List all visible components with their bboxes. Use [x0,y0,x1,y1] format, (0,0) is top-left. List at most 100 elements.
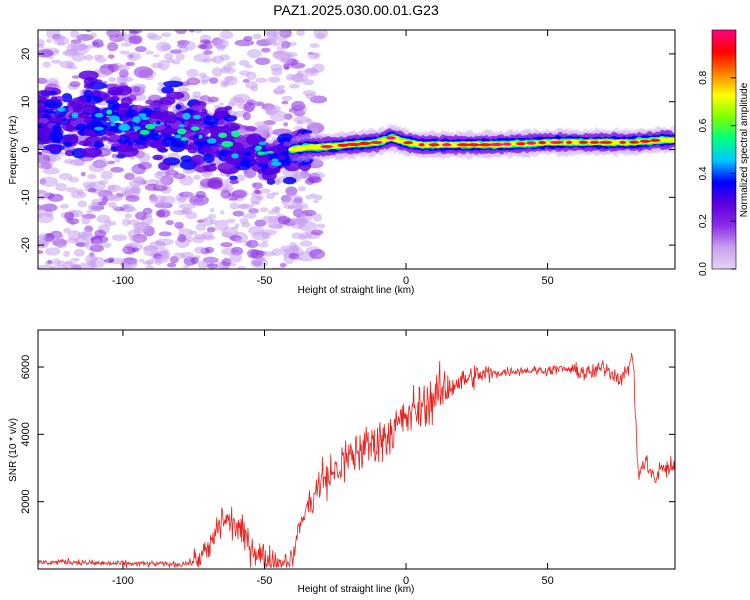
spectrogram-blob [166,91,185,100]
spectrogram-blob [110,36,117,41]
spectrogram-blob [234,237,243,243]
spectrogram-blob [261,47,271,53]
spectrogram-blob [93,239,102,245]
spectrogram-blob [109,95,120,103]
spectrogram-blob [244,64,253,69]
spectrogram-blob [291,100,306,111]
spectrogram-blob [85,254,98,264]
spectrogram-blob [47,193,64,202]
spectrogram-blob [190,126,200,131]
spectrogram-blob [305,194,314,200]
spectrogram-blob [209,77,219,84]
spectrogram-blob [43,100,60,109]
spectrogram-blob [264,105,277,116]
spectrogram-blob [66,187,78,193]
spectrogram-blob [186,68,199,78]
spectrogram-blob [277,215,291,225]
spectrogram-blob [110,122,116,127]
spectrogram-blob [219,30,234,40]
spectrogram-blob [212,38,229,49]
spectrogram-blob [94,79,102,83]
spectrogram-blob [178,124,185,128]
spectrogram-blob [261,229,277,236]
spectrogram-blob [197,44,208,49]
spectrogram-blob [159,104,169,113]
spectrogram-blob [161,86,175,94]
spectrogram-blob [80,171,86,177]
spectrogram-blob [69,80,81,88]
spectrogram-blob [213,104,221,109]
spectrogram-blob [238,59,250,66]
spectrogram-blob [50,59,62,64]
spectrogram-blob [260,188,271,194]
spectrogram-blob [214,219,229,231]
spectrogram-blob [252,182,263,190]
spectrogram-blob [290,217,307,225]
spectrogram-blob [68,131,75,135]
spectrogram-blob [270,41,281,47]
spectrogram-blob [120,259,137,268]
spectrogram-blob [107,160,115,165]
spectrogram-blob [267,209,281,215]
spectrogram-blob [193,133,199,139]
spectrogram-blob [180,155,193,163]
spectrogram-blob [38,49,54,58]
spectrogram-blob [42,167,60,175]
spectrogram-blob [119,135,125,139]
spectrogram-blob [289,245,299,252]
spectrogram-y-ticks: 20 10 0 -10 -20 [20,48,675,253]
spectrogram-blob [226,218,236,224]
spectrogram-blob [313,194,323,201]
spectrogram-blob [94,140,103,149]
colorbar-tick-label: 0.6 [698,118,709,132]
spectrogram-blob [203,153,215,164]
spectrogram-blob [83,83,94,89]
spectrogram-blob [248,207,259,215]
spectrogram-peak-cell [526,141,537,145]
spectrogram-blob [159,248,169,254]
spectrogram-x-axis-label: Height of straight line (km) [298,285,415,296]
spectrogram-blob [271,158,279,162]
spectrogram-peak-cell [629,140,640,144]
spectrogram-blob [47,259,53,264]
spectrogram-blob [296,30,305,37]
snr-x-tick-label: 50 [541,575,553,587]
spectrogram-blob [232,210,245,217]
spectrogram-peak-cell [428,143,440,147]
spectrogram-blob [115,143,133,153]
spectrogram-blob [91,244,100,250]
snr-frame [37,329,676,570]
spectrogram-blob [246,49,262,59]
spectrogram-blob [223,114,238,122]
spectrogram-blob [231,189,247,199]
spectrogram-peak-cell [358,141,372,146]
spectrogram-blob [281,100,289,105]
spectrogram-blob [155,120,161,125]
spectrogram-blob [306,176,323,184]
spectrogram-blob [90,32,97,38]
spectrogram-blob [156,146,167,152]
spectrogram-blob [107,54,115,59]
spectrogram-blob [107,100,120,111]
spectrogram-blob [161,179,172,185]
spectrogram-blob [177,142,186,148]
spectrogram-blob [69,96,91,110]
spectrogram-blob [158,231,172,237]
spectrogram-blob [133,126,141,131]
spectrogram-blob [272,33,280,39]
spectrogram-blob [61,92,73,103]
spectrogram-blob [289,83,300,89]
spectrogram-blob [86,95,103,104]
spectrogram-y-tick-label: 20 [20,48,32,60]
spectrogram-blob [76,44,88,51]
spectrogram-blob [257,151,265,156]
spectrogram-blob [154,241,165,247]
snr-x-axis-label: Height of straight line (km) [298,584,415,595]
spectrogram-blob [69,30,80,38]
spectrogram-blob [287,204,304,210]
spectrogram-blob [81,215,91,225]
spectrogram-blob [243,213,257,219]
spectrogram-blob [203,126,213,131]
spectrogram-blob [121,248,129,253]
spectrogram-blob [85,107,96,114]
